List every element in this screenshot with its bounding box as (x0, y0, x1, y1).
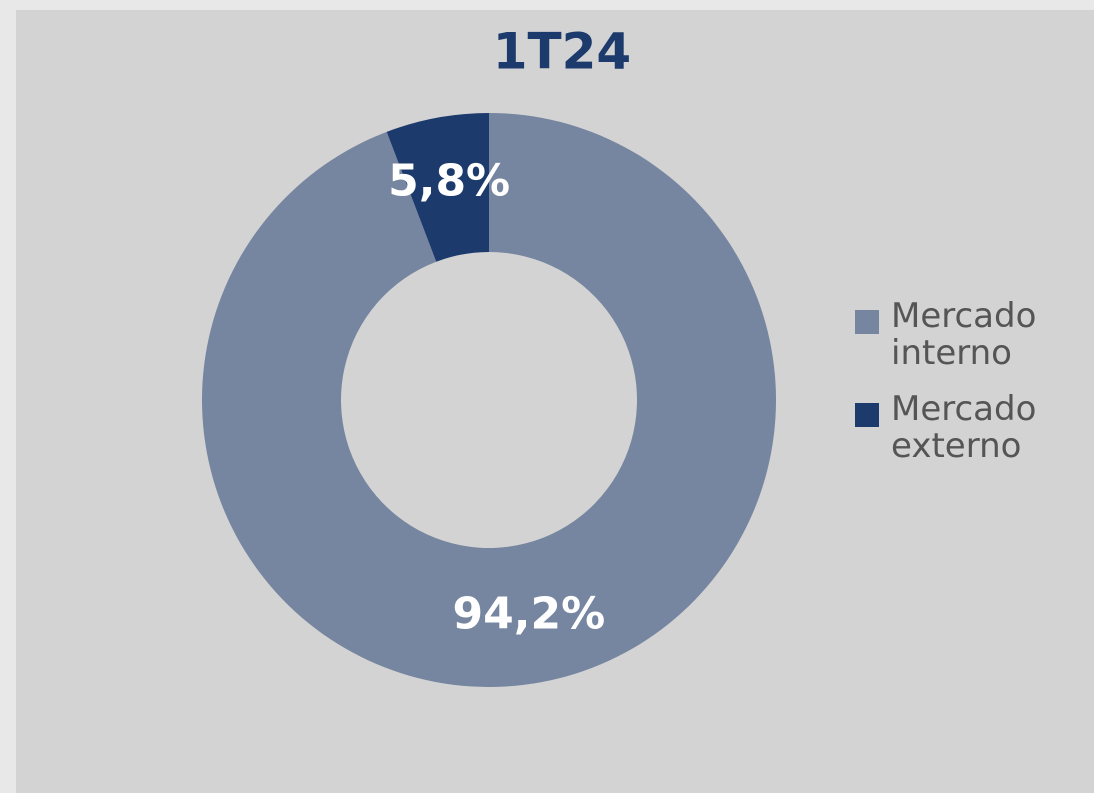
legend: Mercado interno Mercado externo (855, 296, 1075, 484)
data-label: 5,8% (388, 156, 510, 207)
legend-item: Mercado externo (855, 388, 1075, 467)
legend-label: Mercado interno (891, 296, 1037, 374)
legend-label: Mercado externo (891, 388, 1037, 467)
legend-item: Mercado interno (855, 296, 1075, 374)
donut-slice (201, 113, 776, 687)
legend-swatch (855, 402, 879, 427)
donut-slice (386, 113, 489, 262)
legend-swatch (855, 310, 879, 334)
data-label: 94,2% (453, 588, 606, 639)
chart-title: 1T24 (493, 23, 631, 81)
